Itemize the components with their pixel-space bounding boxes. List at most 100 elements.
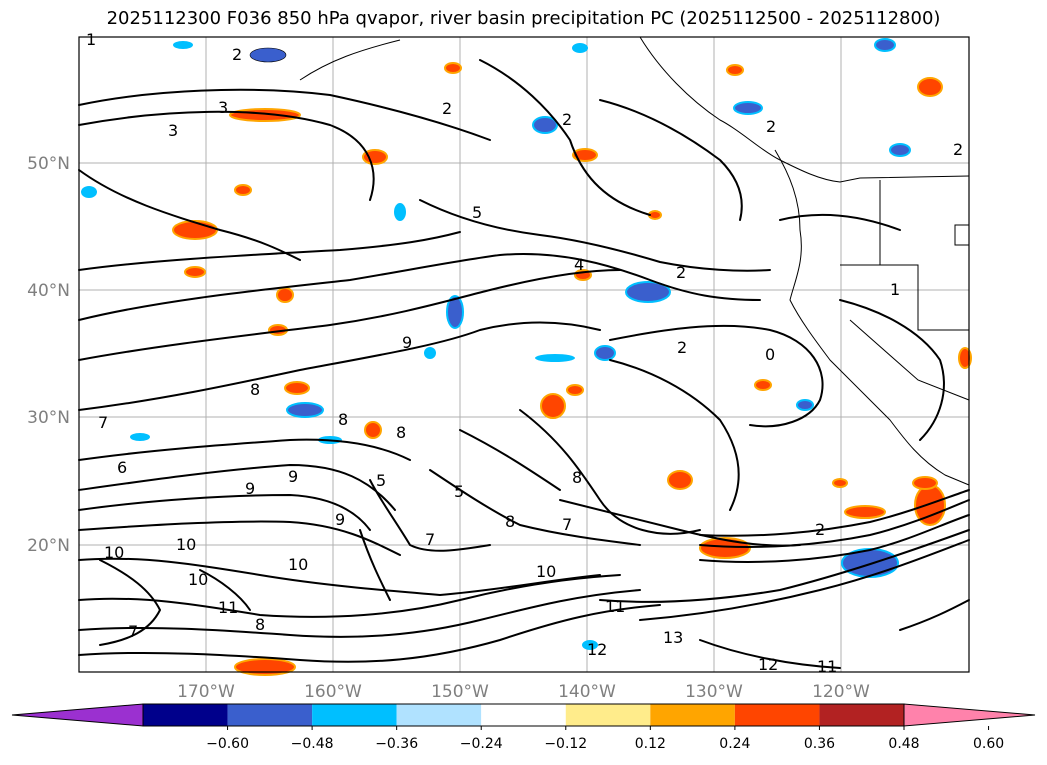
contour-label: 2: [676, 263, 686, 282]
neg-anomaly: [594, 345, 616, 361]
neg-anomaly: [249, 47, 287, 63]
neg-anomaly: [446, 295, 464, 329]
contour-label: 11: [817, 657, 837, 676]
colorbar-extend-high: [903, 703, 1036, 727]
contour-label: 8: [250, 380, 260, 399]
colorbar-tick-label: 0.48: [888, 736, 919, 752]
contour-label: 5: [376, 471, 386, 490]
lon-label-170w: 170°W: [177, 682, 235, 702]
neg-anomaly: [796, 399, 814, 411]
pos-anomaly: [284, 381, 310, 395]
pos-anomaly: [667, 470, 693, 490]
contour-label: 11: [605, 597, 625, 616]
contour-label: 8: [572, 468, 582, 487]
colorbar-segment: [227, 704, 313, 726]
colorbar-segment: [396, 704, 482, 726]
colorbar-tick-labels: −0.60 −0.48 −0.36 −0.24 −0.12 0.12 0.24 0.36 0.4…: [206, 726, 1004, 752]
neg-anomaly: [130, 433, 150, 441]
pos-anomaly: [444, 62, 462, 74]
contour-label: 7: [562, 515, 572, 534]
neg-anomaly: [532, 116, 558, 134]
pos-anomaly: [917, 77, 943, 97]
pos-anomaly: [234, 658, 296, 676]
colorbar-segment: [650, 704, 735, 726]
map-title: 2025112300 F036 850 hPa qvapor, river ba…: [106, 8, 941, 29]
lat-label-30n: 30°N: [27, 408, 70, 428]
colorbar-segment: [481, 704, 566, 726]
pos-anomaly: [364, 421, 382, 439]
colorbar-segment: [565, 704, 651, 726]
contour-label: 7: [425, 530, 435, 549]
contour-label: 1: [86, 30, 96, 49]
neg-anomaly: [572, 43, 588, 53]
lat-label-20n: 20°N: [27, 536, 70, 556]
pos-anomaly: [172, 220, 218, 240]
lat-label-40n: 40°N: [27, 281, 70, 301]
pos-anomaly: [958, 347, 972, 369]
neg-anomaly: [424, 347, 436, 359]
contour-label: 11: [218, 598, 238, 617]
pos-anomaly: [572, 148, 598, 162]
colorbar-segment: [819, 704, 904, 726]
colorbar-segment: [734, 704, 820, 726]
contour-label: 13: [663, 628, 683, 647]
contour-label: 0: [765, 345, 775, 364]
contour-label: 10: [536, 562, 556, 581]
pos-anomaly: [754, 379, 772, 391]
qvapor-contours: [78, 59, 970, 669]
contour-label: 5: [454, 482, 464, 501]
contour-label: 7: [98, 413, 108, 432]
colorbar-tick-label: −0.12: [544, 736, 587, 752]
pos-anomaly: [540, 393, 566, 419]
pos-anomaly: [362, 149, 388, 165]
lon-label-120w: 120°W: [812, 682, 870, 702]
colorbar-segment: [312, 704, 397, 726]
contour-label: 3: [168, 121, 178, 140]
pos-anomaly: [912, 476, 938, 490]
colorbar-tick-label: −0.60: [206, 736, 249, 752]
contour-label: 9: [288, 467, 298, 486]
contour-label: 9: [245, 479, 255, 498]
lat-label-50n: 50°N: [27, 154, 70, 174]
contour-label: 12: [587, 640, 607, 659]
lon-label-160w: 160°W: [304, 682, 362, 702]
colorbar: −0.60 −0.48 −0.36 −0.24 −0.12 0.12 0.24 0.36 0.4…: [11, 703, 1036, 752]
contour-label: 3: [218, 98, 228, 117]
contour-label: 8: [505, 512, 515, 531]
colorbar-tick-label: −0.24: [460, 736, 503, 752]
neg-anomaly: [889, 143, 911, 157]
neg-anomaly: [394, 203, 406, 221]
colorbar-tick-label: 0.24: [719, 736, 750, 752]
graticule: [79, 37, 969, 672]
pos-anomaly: [234, 184, 252, 196]
colorbar-tick-label: −0.48: [291, 736, 334, 752]
contour-label: 9: [402, 333, 412, 352]
contour-label: 8: [255, 615, 265, 634]
contour-label: 7: [128, 622, 138, 641]
colorbar-tick-label: −0.36: [375, 736, 418, 752]
contour-label: 2: [766, 117, 776, 136]
contour-label: 2: [442, 99, 452, 118]
pos-anomaly: [184, 266, 206, 278]
pos-anomaly: [844, 505, 886, 519]
neg-anomaly: [874, 38, 896, 52]
neg-anomaly: [81, 186, 97, 198]
contour-label: 2: [562, 110, 572, 129]
colorbar-extend-low: [11, 703, 144, 727]
map-background: [79, 37, 969, 672]
pos-anomaly: [726, 64, 744, 76]
pos-anomaly: [276, 287, 294, 303]
contour-label: 10: [288, 555, 308, 574]
contour-label: 10: [176, 535, 196, 554]
map-frame: [78, 36, 970, 673]
pos-anomaly: [832, 478, 848, 488]
colorbar-tick-label: 0.12: [635, 736, 666, 752]
pos-anomaly: [229, 108, 301, 122]
precip-shading: [81, 38, 972, 676]
contour-label: 2: [815, 520, 825, 539]
latitude-labels: 50°N 40°N 30°N 20°N: [27, 154, 70, 556]
longitude-labels: 170°W 160°W 150°W 140°W 130°W 120°W: [177, 682, 870, 702]
neg-anomaly: [625, 281, 671, 303]
coastline: [299, 36, 970, 486]
